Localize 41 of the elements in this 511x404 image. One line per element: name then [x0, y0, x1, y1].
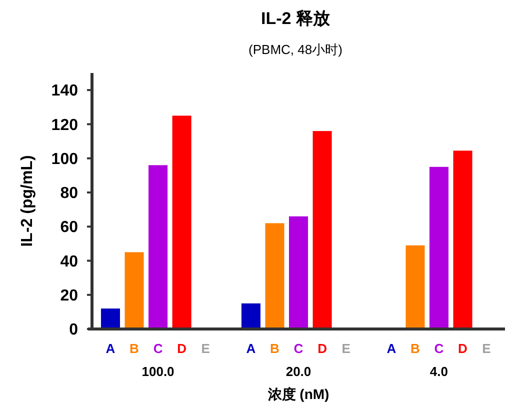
y-tick-label: 40	[60, 253, 78, 270]
series-label: C	[153, 341, 164, 356]
x-tick-label: 4.0	[430, 364, 448, 379]
bar	[265, 223, 284, 329]
bar	[124, 252, 144, 329]
text: C	[434, 341, 444, 356]
text: D	[318, 341, 327, 356]
chart-title: IL-2 释放	[261, 9, 331, 28]
y-tick-label: 100	[51, 150, 78, 168]
bar	[172, 116, 192, 329]
text: C	[294, 341, 304, 356]
y-tick-label: 140	[51, 82, 78, 100]
series-label: B	[130, 341, 139, 356]
text: E	[482, 341, 491, 356]
x-tick-label: 20.0	[286, 364, 312, 379]
text: A	[386, 341, 396, 356]
y-tick-label: 60	[60, 219, 78, 236]
bar	[288, 216, 308, 329]
text: A	[246, 341, 256, 356]
text: D	[458, 341, 468, 356]
y-tick-label: 20	[60, 287, 78, 304]
series-label: A	[106, 341, 116, 356]
chart-subtitle: (PBMC, 48小时)	[248, 42, 342, 57]
bar	[148, 165, 168, 329]
bar	[312, 131, 332, 329]
bar	[241, 303, 260, 329]
bar	[429, 166, 448, 329]
text: E	[342, 341, 350, 356]
y-axis-title: IL-2 (pg/mL)	[19, 155, 36, 247]
y-tick-label: 120	[51, 116, 78, 134]
text: B	[270, 341, 280, 356]
series-label: D	[177, 341, 186, 356]
legend-label: E	[201, 341, 210, 356]
bar	[453, 150, 472, 329]
x-tick-label: 100.0	[142, 364, 174, 379]
x-axis-title: 浓度 (nM)	[266, 386, 330, 402]
bar	[406, 245, 425, 329]
y-tick-label: 0	[69, 322, 78, 339]
text: B	[410, 341, 420, 356]
bar	[100, 308, 120, 329]
y-tick-label: 80	[60, 185, 78, 202]
